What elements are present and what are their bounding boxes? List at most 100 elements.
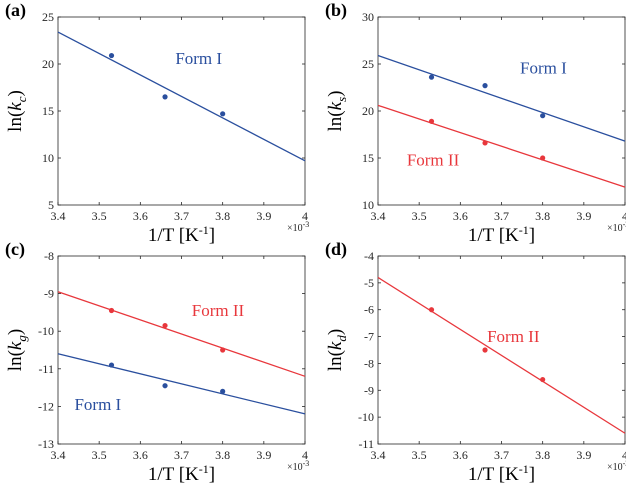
y-label-sub: c — [14, 96, 29, 102]
data-point — [220, 347, 226, 353]
x-label-main: 1/T [K — [148, 464, 199, 485]
y-label-main: ln( — [5, 111, 26, 132]
y-axis-label: ln(kd) — [325, 329, 349, 371]
x-tick-label: 3.6 — [453, 209, 468, 223]
y-axis-label: ln(kc) — [5, 90, 29, 132]
axes-frame — [57, 255, 306, 445]
series-form-i: Form I — [57, 353, 306, 415]
y-tick-label: -11 — [358, 437, 374, 451]
x-tick-label: 3.7 — [174, 209, 189, 223]
y-label-end: ) — [325, 91, 346, 97]
x-tick-label: 3.4 — [51, 448, 66, 462]
y-label-main: ln( — [325, 350, 346, 371]
x-multiplier-exp: -3 — [303, 220, 310, 229]
x-label-exp: -1 — [519, 462, 529, 476]
y-tick-label: -10 — [38, 324, 54, 338]
y-tick-label: 25 — [362, 57, 374, 71]
series-form-i: Form I — [57, 31, 306, 162]
x-tick-label: 3.5 — [412, 209, 427, 223]
y-tick-label: -10 — [358, 410, 374, 424]
x-label-end: ] — [529, 225, 535, 246]
x-label-main: 1/T [K — [468, 464, 519, 485]
series-form-ii: Form II — [57, 291, 306, 377]
y-tick-label: -4 — [364, 249, 374, 263]
x-tick-label: 3.8 — [215, 448, 230, 462]
y-tick-label: -13 — [38, 437, 54, 451]
panel-c: 3.4 3.5 3.6 3.7 3.8 3.9 4 -13 -12 -11 -10 -9 -8 ×10-3… — [5, 239, 309, 485]
y-tick-label: 20 — [42, 57, 54, 71]
data-point — [482, 83, 488, 89]
x-tick-label: 3.8 — [215, 209, 230, 223]
y-axis-label: ln(ks) — [325, 91, 349, 132]
x-axis-label: 1/T [K-1] — [468, 223, 535, 246]
x-tick-label: 3.7 — [494, 448, 509, 462]
y-tick-label: -6 — [364, 303, 374, 317]
series-form-ii: Form II — [377, 104, 626, 188]
x-tick-label: 3.4 — [371, 448, 386, 462]
y-label-main: ln( — [325, 110, 346, 131]
panel-label: (b) — [325, 0, 347, 21]
y-label-sub: s — [334, 97, 349, 102]
x-axis-label: 1/T [K-1] — [148, 223, 215, 246]
axes-frame — [377, 255, 626, 445]
data-point — [162, 94, 168, 100]
y-tick-label: 5 — [48, 198, 54, 212]
data-point — [428, 74, 435, 80]
data-point — [162, 322, 168, 329]
panel-label: (a) — [5, 0, 26, 21]
x-axis-label: 1/T [K-1] — [148, 462, 215, 485]
data-point — [108, 52, 115, 59]
x-tick-label: 3.9 — [256, 209, 271, 223]
series-label: Form I — [520, 58, 567, 77]
data-point — [108, 362, 115, 368]
data-point — [428, 118, 435, 124]
x-label-end: ] — [529, 464, 535, 485]
axes-frame — [377, 16, 626, 206]
data-point — [540, 155, 546, 161]
x-tick-label: 3.9 — [256, 448, 271, 462]
panel-d: 3.4 3.5 3.6 3.7 3.8 3.9 4 -11 -10 -9 -8 -7 -6 -5 -4 ×10… — [325, 239, 626, 485]
x-label-end: ] — [209, 225, 215, 246]
series-label: Form II — [407, 151, 460, 170]
x-multiplier: ×10-3 — [287, 220, 309, 234]
y-tick-label: -7 — [364, 330, 374, 344]
axes-frame — [57, 16, 306, 206]
y-tick-label: 10 — [42, 151, 54, 165]
fit-line — [377, 54, 626, 142]
x-tick-label: 3.5 — [92, 448, 107, 462]
y-label-k: k — [5, 102, 26, 111]
data-point — [108, 307, 115, 314]
x-multiplier-base: ×10 — [287, 223, 303, 234]
x-label-main: 1/T [K — [468, 225, 519, 246]
data-point — [220, 111, 226, 117]
x-label-end: ] — [209, 464, 215, 485]
x-label-exp: -1 — [199, 462, 209, 476]
x-tick-label: 3.4 — [371, 209, 386, 223]
series-label: Form II — [487, 327, 540, 346]
x-multiplier: ×10-3 — [607, 459, 626, 473]
y-tick-label: -8 — [44, 249, 54, 263]
data-point — [162, 383, 168, 389]
y-label-k: k — [5, 341, 26, 350]
x-label-exp: -1 — [199, 223, 209, 237]
x-tick-label: 3.5 — [92, 209, 107, 223]
y-tick-label: -12 — [38, 399, 54, 413]
panel-b: 3.4 3.5 3.6 3.7 3.8 3.9 4 10 15 20 25 30 ×10-3 1/T [K… — [325, 0, 626, 246]
fit-line — [57, 291, 306, 377]
x-multiplier-base: ×10 — [287, 462, 303, 473]
x-label-exp: -1 — [519, 223, 529, 237]
data-point — [540, 376, 546, 383]
data-point — [482, 140, 488, 146]
x-tick-label: 3.6 — [133, 209, 148, 223]
x-tick-label: 3.9 — [576, 209, 591, 223]
y-label-end: ) — [5, 90, 26, 96]
x-tick-label: 3.8 — [535, 209, 550, 223]
x-tick-label: 4 — [622, 209, 626, 223]
y-tick-label: 20 — [362, 104, 374, 118]
y-tick-label: 15 — [362, 151, 374, 165]
data-point — [428, 307, 435, 313]
x-label-main: 1/T [K — [148, 225, 199, 246]
y-tick-label: 10 — [362, 198, 374, 212]
